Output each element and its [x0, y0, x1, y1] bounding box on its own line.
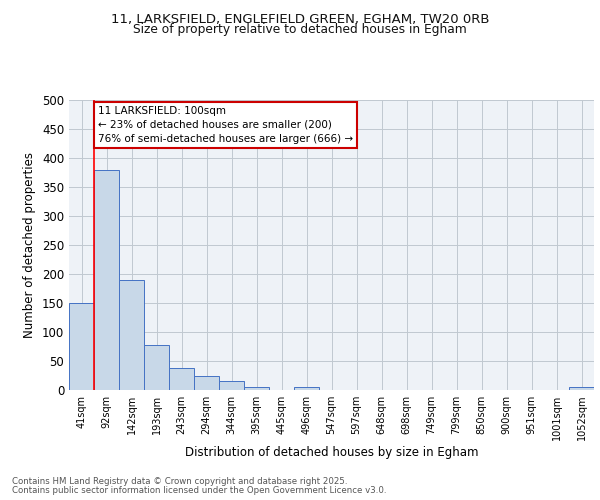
Bar	[569, 387, 594, 390]
X-axis label: Distribution of detached houses by size in Egham: Distribution of detached houses by size …	[185, 446, 478, 459]
Text: 11, LARKSFIELD, ENGLEFIELD GREEN, EGHAM, TW20 0RB: 11, LARKSFIELD, ENGLEFIELD GREEN, EGHAM,…	[111, 12, 489, 26]
Bar	[169, 368, 194, 390]
Text: Contains public sector information licensed under the Open Government Licence v3: Contains public sector information licen…	[12, 486, 386, 495]
Text: Size of property relative to detached houses in Egham: Size of property relative to detached ho…	[133, 22, 467, 36]
Bar	[194, 376, 219, 390]
Bar	[244, 386, 269, 390]
Bar	[144, 346, 169, 390]
Bar	[219, 380, 244, 390]
Bar	[119, 280, 144, 390]
Text: Contains HM Land Registry data © Crown copyright and database right 2025.: Contains HM Land Registry data © Crown c…	[12, 477, 347, 486]
Y-axis label: Number of detached properties: Number of detached properties	[23, 152, 37, 338]
Text: 11 LARKSFIELD: 100sqm
← 23% of detached houses are smaller (200)
76% of semi-det: 11 LARKSFIELD: 100sqm ← 23% of detached …	[98, 106, 353, 144]
Bar	[294, 387, 319, 390]
Bar	[94, 170, 119, 390]
Bar	[69, 303, 94, 390]
